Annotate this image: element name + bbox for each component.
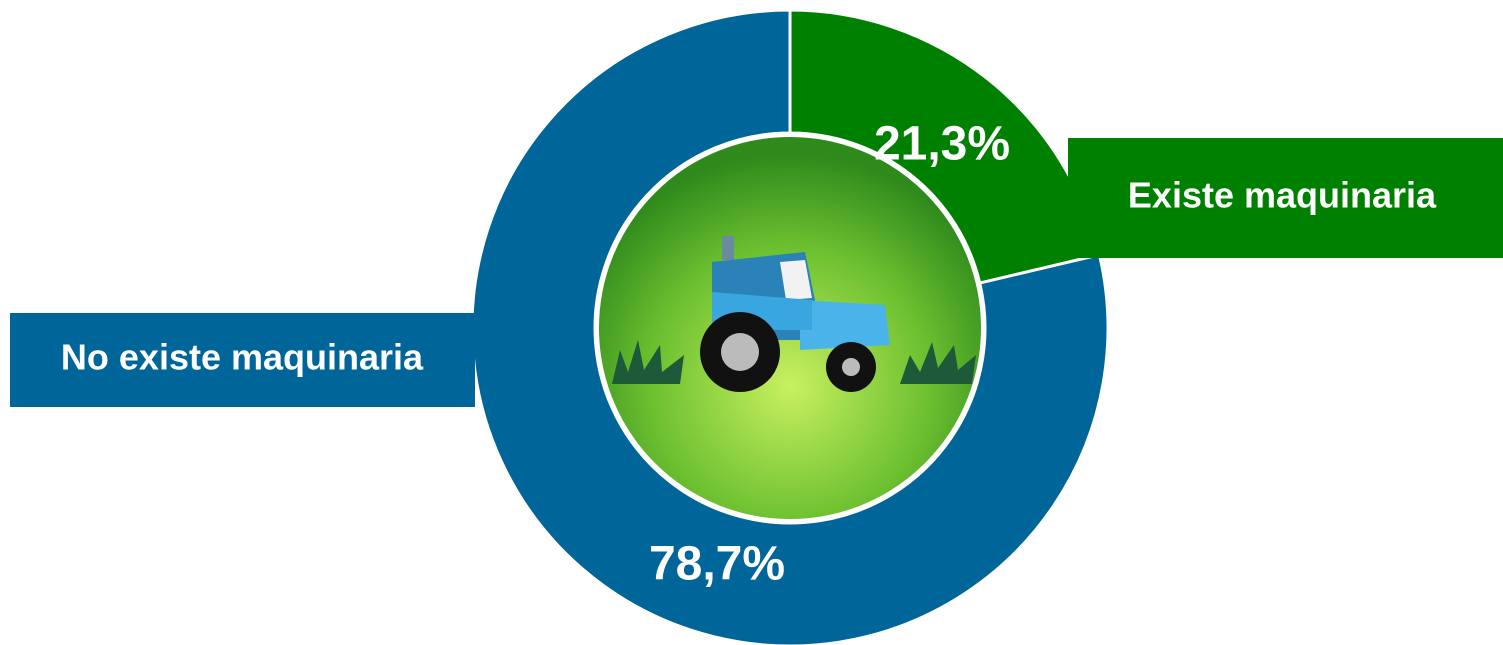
value-label: 21,3% <box>874 118 1010 171</box>
category-label: No existe maquinaria <box>61 337 424 378</box>
chart: Existe maquinaria 21,3% No existe maquinar… <box>0 0 1503 645</box>
category-label: Existe maquinaria <box>1128 175 1437 216</box>
center-icon <box>597 135 983 521</box>
value-label: 78,7% <box>649 538 785 591</box>
